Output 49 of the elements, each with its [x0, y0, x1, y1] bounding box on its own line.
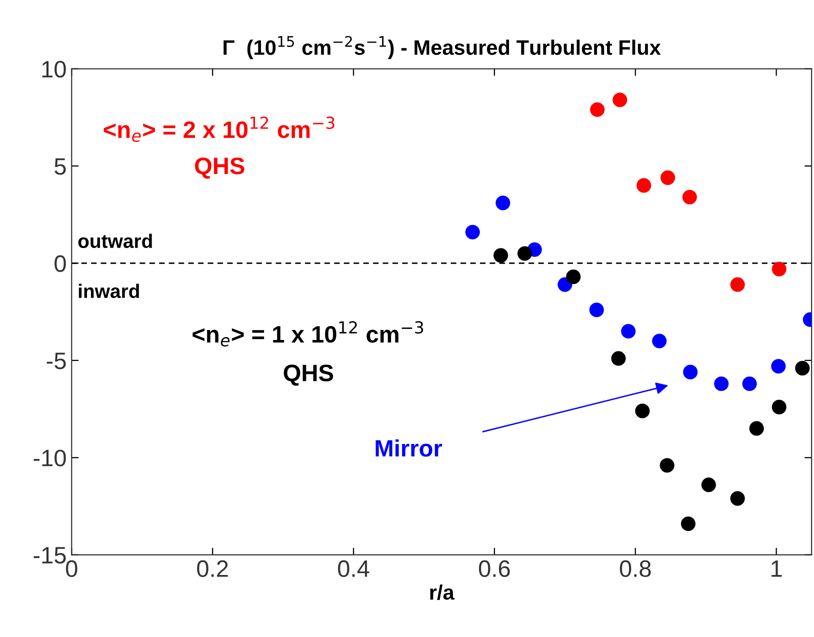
point: [660, 170, 676, 185]
point: [682, 190, 697, 204]
point: [730, 277, 745, 292]
y-tick-label: -15: [34, 547, 66, 564]
point: [621, 324, 636, 339]
point: [636, 178, 652, 193]
point: [652, 334, 667, 348]
point: [494, 248, 508, 263]
x-tick-label: 0.6: [478, 560, 510, 578]
point: [701, 478, 716, 492]
point: [795, 360, 810, 376]
point: [612, 92, 628, 108]
x-tick-label: 1: [772, 560, 782, 577]
annotation: <n$_{e}$> = 1 x 10$^{12}$ cm$^{−3}$: [192, 321, 424, 347]
point: [772, 262, 786, 276]
point: [749, 421, 764, 436]
annotation: QHS: [284, 364, 334, 386]
point: [517, 246, 532, 261]
y-tick-label: 5: [54, 158, 66, 175]
point: [680, 516, 696, 532]
point: [771, 358, 786, 374]
y-tick-label: -5: [46, 352, 66, 370]
x-tick-label: 0: [66, 560, 78, 578]
point: [742, 376, 757, 392]
annotation: outward: [78, 234, 152, 248]
x-axis-title: r/a: [430, 584, 454, 600]
point: [660, 458, 674, 473]
x-tick-label: 0.4: [338, 560, 370, 578]
y-tick-label: 0: [54, 255, 66, 272]
x-tick-label: 0.8: [620, 560, 651, 578]
point: [772, 400, 786, 414]
chart-title: Γ (10$^{15}$ cm$^{−2}$s$^{−1}$) - Measured Turbulent Flux: [224, 36, 661, 60]
annotation: inward: [78, 284, 139, 298]
point: [714, 376, 729, 392]
annotation: QHS: [195, 158, 244, 179]
annotation: Mirror: [376, 439, 442, 457]
point: [496, 196, 510, 210]
y-tick-label: -10: [34, 450, 66, 466]
point: [566, 270, 581, 284]
point: [635, 404, 650, 418]
point: [589, 302, 604, 318]
point: [730, 491, 745, 506]
annotation: <n$_{e}$> = 2 x 10$^{12}$ cm$^{−3}$: [104, 116, 334, 142]
point: [590, 102, 605, 117]
point: [683, 364, 698, 380]
point: [611, 351, 626, 366]
point: [465, 224, 480, 240]
y-tick-label: 10: [42, 60, 66, 78]
x-tick-label: 0.2: [197, 560, 228, 578]
